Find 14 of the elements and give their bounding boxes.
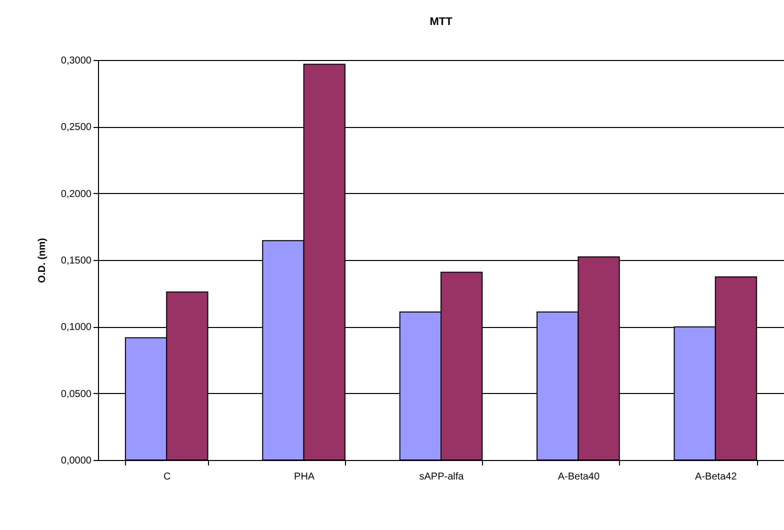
y-tick-label: 0,0000 (60, 456, 92, 466)
chart-title: MTT (430, 16, 453, 28)
x-tick-label: C (163, 472, 171, 482)
x-tick-label: PHA (294, 472, 315, 482)
y-tick-label: 0,2500 (60, 122, 92, 134)
x-tick-label: A-Beta40 (558, 472, 600, 482)
y-tick-label: 0,1000 (60, 322, 92, 334)
x-tick-label: A-Beta42 (695, 472, 738, 482)
y-tick-label: 0,2000 (60, 188, 92, 200)
y-tick-label: 0,1500 (60, 256, 92, 266)
y-tick-label: 0,3000 (60, 56, 92, 66)
y-axis-title: O.D. (nm) (36, 238, 48, 283)
x-tick-label: sAPP-alfa (419, 472, 464, 482)
y-tick-label: 0,0500 (60, 388, 92, 400)
